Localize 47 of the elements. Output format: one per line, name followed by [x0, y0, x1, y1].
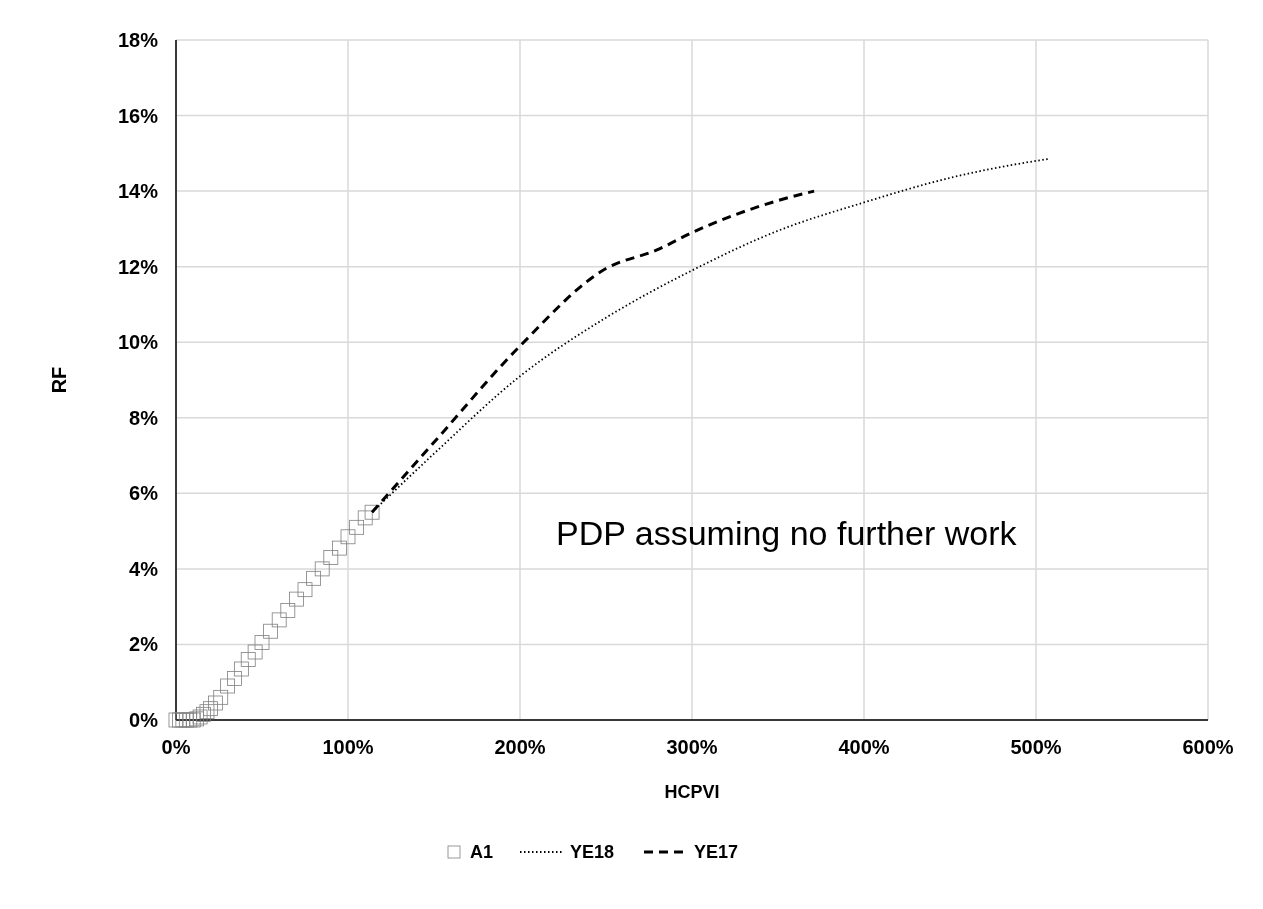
point — [357, 510, 373, 526]
x-tick-label: 100% — [322, 736, 374, 758]
point — [289, 591, 304, 607]
point — [271, 612, 287, 628]
point — [280, 603, 296, 618]
point — [199, 704, 215, 720]
point — [306, 570, 321, 586]
point — [196, 706, 211, 722]
legend-label: A1 — [470, 842, 494, 862]
point — [168, 712, 184, 728]
point — [233, 661, 249, 677]
point — [203, 701, 218, 717]
y-tick-label: 12% — [117, 255, 159, 278]
point — [247, 644, 263, 660]
annotation: PDP assuming no further work — [556, 514, 1018, 553]
y-tick-label: 14% — [117, 180, 159, 203]
y-axis-title: RF — [48, 366, 70, 394]
point — [314, 561, 330, 577]
point — [263, 623, 278, 639]
x-tick-label: 600% — [1182, 736, 1234, 758]
x-tick-label: 200% — [494, 736, 546, 758]
legend-label: YE18 — [570, 842, 615, 862]
legend-label: YE17 — [694, 842, 739, 862]
y-tick-label: 4% — [129, 557, 159, 580]
x-tick-label: 500% — [1010, 736, 1062, 758]
point — [254, 635, 270, 650]
point — [240, 652, 256, 667]
y-tick-label: 8% — [129, 406, 159, 429]
point — [213, 689, 229, 705]
point — [220, 678, 235, 694]
y-tick-label: 2% — [129, 633, 159, 656]
y-tick-label: 18% — [117, 29, 159, 51]
point — [208, 695, 223, 711]
x-tick-label: 0% — [161, 736, 191, 758]
y-tick-label: 0% — [129, 709, 159, 731]
point — [340, 529, 356, 545]
point — [349, 519, 364, 535]
x-tick-label: 400% — [838, 736, 890, 758]
y-tick-label: 10% — [117, 331, 159, 354]
x-tick-label: 300% — [666, 736, 718, 758]
point — [323, 550, 339, 565]
point — [332, 540, 347, 556]
y-tick-label: 6% — [129, 482, 159, 505]
y-tick-label: 16% — [117, 104, 159, 127]
point — [364, 504, 380, 520]
point — [297, 582, 313, 598]
x-axis-title: HCPVI — [664, 782, 720, 802]
